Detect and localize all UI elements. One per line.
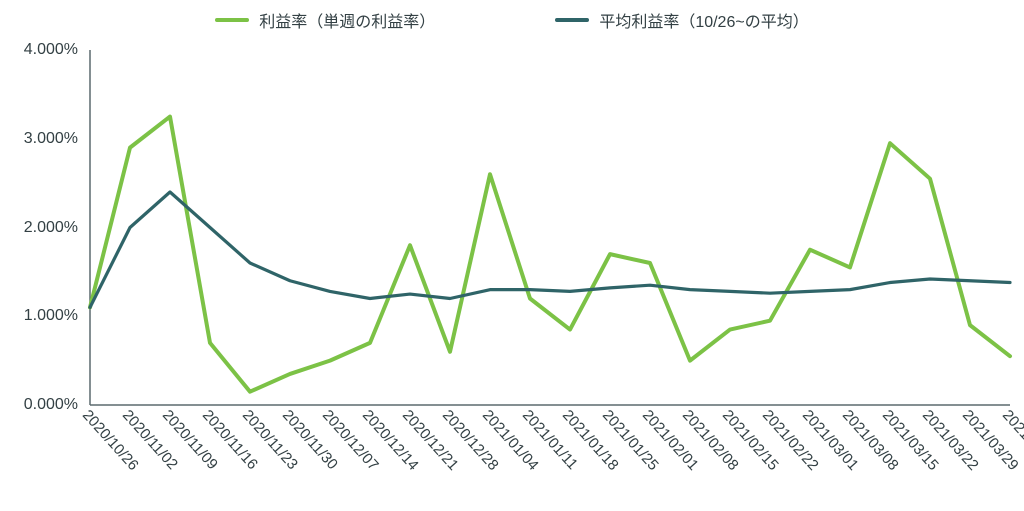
legend-item-average: 平均利益率（10/26~の平均） <box>555 8 808 32</box>
legend-swatch-weekly <box>215 18 249 22</box>
profit-rate-chart: 利益率（単週の利益率） 平均利益率（10/26~の平均） 0.000% 1.000… <box>0 0 1024 511</box>
axes-group <box>90 50 1010 405</box>
legend-label-weekly: 利益率（単週の利益率） <box>259 8 435 32</box>
y-tick-label: 2.000% <box>24 219 78 237</box>
legend: 利益率（単週の利益率） 平均利益率（10/26~の平均） <box>0 8 1024 32</box>
plot-area <box>90 50 1010 405</box>
y-tick-label: 0.000% <box>24 396 78 414</box>
legend-label-average: 平均利益率（10/26~の平均） <box>599 8 808 32</box>
series-line-weekly_profit_rate <box>90 117 1010 392</box>
plot-svg <box>90 50 1010 405</box>
series-line-avg_profit_rate <box>90 192 1010 307</box>
y-axis-ticks: 0.000%1.000%2.000%3.000%4.000% <box>0 50 88 405</box>
y-tick-label: 4.000% <box>24 41 78 59</box>
y-tick-label: 3.000% <box>24 130 78 148</box>
legend-item-weekly: 利益率（単週の利益率） <box>215 8 435 32</box>
x-axis-ticks: 2020/10/262020/11/022020/11/092020/11/16… <box>90 408 1010 508</box>
legend-swatch-average <box>555 18 589 22</box>
series-group <box>90 117 1010 392</box>
y-tick-label: 1.000% <box>24 307 78 325</box>
